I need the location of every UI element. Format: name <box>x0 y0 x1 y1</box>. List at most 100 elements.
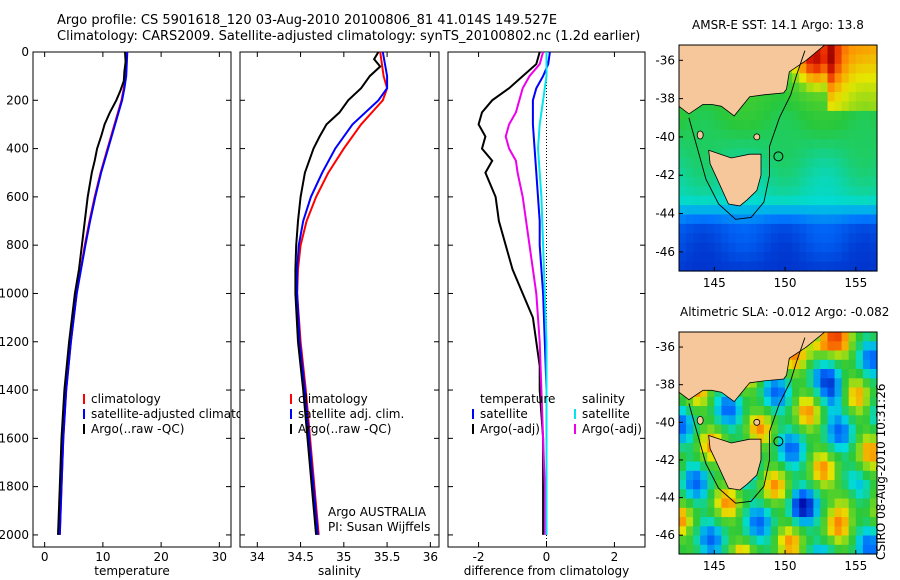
sst-map-cell <box>799 167 807 178</box>
sst-map-cell <box>841 158 850 168</box>
sst-map-cell <box>735 214 744 225</box>
sst-map-cell <box>820 73 829 84</box>
sla-map-cell <box>841 406 850 416</box>
sla-map-cell <box>700 489 708 500</box>
sla-map-cell <box>862 350 871 361</box>
sla-map-cell <box>785 517 793 527</box>
sst-map-cell <box>827 63 836 74</box>
sla-map-cell <box>820 480 829 490</box>
sla-map-cell <box>686 452 694 463</box>
pressure-tick-label: 1600 <box>0 431 29 445</box>
sla-map-cell <box>778 378 786 389</box>
sla-map-cell <box>721 406 730 416</box>
sla-map-cell <box>820 470 829 481</box>
sla-map-cell <box>855 489 864 500</box>
sst-map-cell <box>763 261 772 272</box>
sla-map-cell <box>827 406 836 416</box>
sla-map-cell <box>792 489 800 500</box>
sst-map-cell <box>679 139 687 150</box>
sst-map-cell <box>742 148 751 159</box>
sla-map-cell <box>834 443 843 453</box>
sla-map-cell <box>700 480 708 490</box>
sla-map-cell <box>770 378 779 389</box>
sla-map-cell <box>756 470 765 481</box>
sst-map-cell <box>785 101 793 112</box>
sla-map-cell <box>841 535 850 546</box>
sla-map-cell <box>869 424 878 435</box>
sst-map-cell <box>862 223 871 234</box>
sst-map-cell <box>742 139 751 150</box>
sst-map-cell <box>827 110 836 121</box>
sst-map-cell <box>686 223 694 234</box>
sst-map-cell <box>721 148 730 159</box>
sla-map-cell <box>834 378 843 389</box>
sst-map-cell <box>679 261 687 272</box>
sla-map-cell <box>700 517 708 527</box>
sla-map-cell <box>679 498 687 509</box>
sst-map-cell <box>841 54 850 65</box>
sla-map-cell <box>869 350 878 361</box>
sla-map-cell <box>855 396 864 407</box>
sla-map-cell <box>827 359 836 370</box>
sla-map-cell <box>770 387 779 398</box>
sla-map-cell <box>735 489 744 500</box>
sla-map-cell <box>700 396 708 407</box>
salinity-x-axis-label: salinity <box>318 564 361 578</box>
sst-map-cell <box>841 139 850 150</box>
sla-map-cell <box>679 415 687 426</box>
temperature-x-tick-label: 10 <box>95 550 110 564</box>
sst-map-cell <box>820 129 829 140</box>
sla-map-cell <box>869 378 878 389</box>
sst-map-cell <box>820 148 829 159</box>
sst-map-cell <box>855 242 864 253</box>
sla-map-cell <box>827 415 836 426</box>
sla-map-cell <box>778 480 786 490</box>
sla-map-cell <box>813 498 822 509</box>
sla-map-cell <box>728 433 737 444</box>
sla-map-cell <box>728 415 737 426</box>
sla-map-cell <box>728 498 737 509</box>
sst-map-cell <box>841 129 850 140</box>
sst-map-cell <box>721 195 730 206</box>
sla-map-cell <box>679 507 687 518</box>
sst-map-cell <box>735 233 744 244</box>
sst-map-cell <box>862 158 871 168</box>
sla-map-cell <box>827 424 836 435</box>
sla-map-cell <box>806 387 814 398</box>
sla-map-cell <box>778 470 786 481</box>
sst-map-cell <box>700 214 708 225</box>
sst-map-cell <box>806 205 814 216</box>
sst-map-cell <box>721 242 730 253</box>
sst-map-cell <box>841 242 850 253</box>
sst-map-cell <box>693 233 701 244</box>
sla-map-cell <box>869 526 878 537</box>
sla-map-cell <box>742 424 751 435</box>
sst-map-cell <box>834 129 843 140</box>
sst-map-cell <box>855 205 864 216</box>
sla-map-cell <box>848 341 857 352</box>
sst-map-cell <box>679 148 687 159</box>
climatology-subtitle: Climatology: CARS2009. Satellite-adjuste… <box>57 29 641 44</box>
sla-map-cell <box>834 433 843 444</box>
sla-map-cell <box>763 406 772 416</box>
sst-map-cell <box>700 148 708 159</box>
float-owner-annotation: PI: Susan Wijffels <box>328 520 430 534</box>
sst-map-cell <box>806 186 814 197</box>
sla-map-cell <box>834 517 843 527</box>
sst-map-cell <box>841 110 850 121</box>
sst-map-cell <box>749 101 758 112</box>
sla-map-cell <box>700 461 708 472</box>
sst-map-cell <box>756 233 765 244</box>
sla-map-cell <box>785 396 793 407</box>
sst-map-cell <box>806 73 814 84</box>
sst-map-cell <box>721 110 730 121</box>
sst-map-cell <box>848 158 857 168</box>
sla-map-cell <box>756 378 765 389</box>
sla-map-cell <box>834 544 843 555</box>
sst-map-cell <box>700 110 708 121</box>
sla-map-cell <box>834 369 843 379</box>
sst-map-cell <box>813 214 822 225</box>
sst-map-cell <box>763 148 772 159</box>
sla-map-cell <box>707 526 715 537</box>
sla-map-cell <box>841 359 850 370</box>
